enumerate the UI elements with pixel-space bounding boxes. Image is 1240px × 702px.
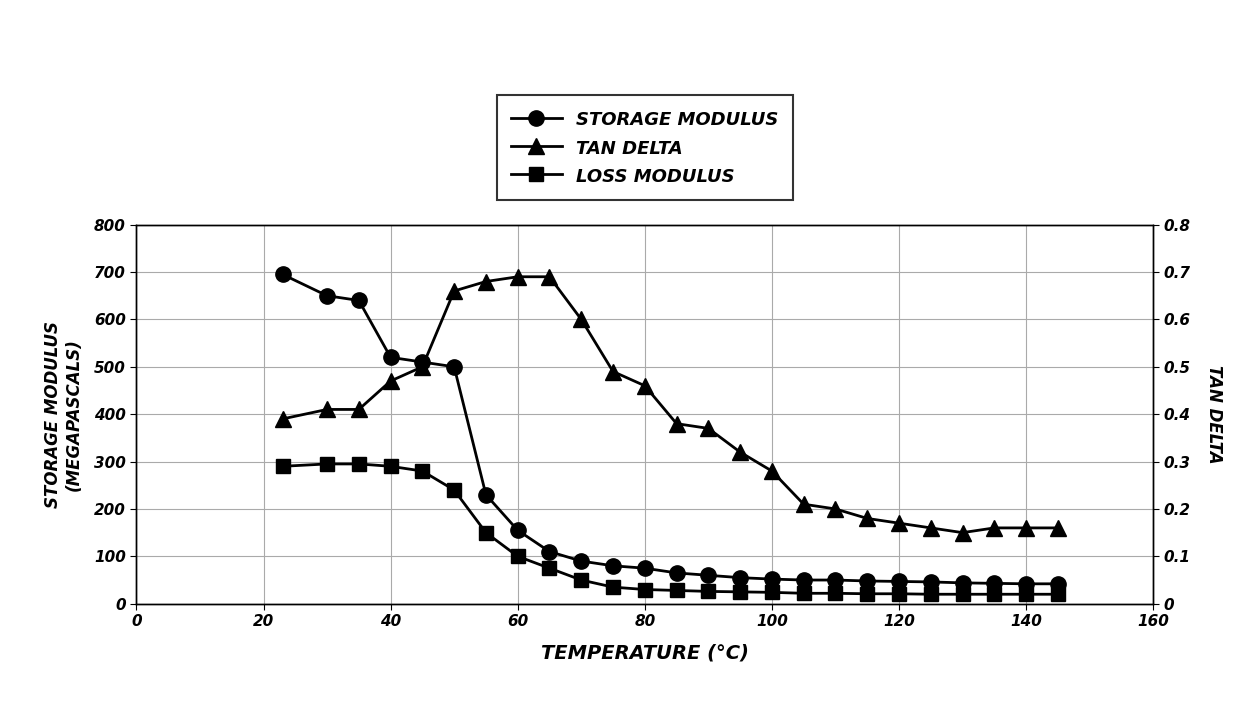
TAN DELTA — [955, 529, 970, 537]
TAN DELTA — [828, 505, 843, 513]
TAN DELTA — [1019, 524, 1034, 532]
STORAGE MODULUS — [511, 526, 526, 534]
TAN DELTA — [670, 419, 684, 428]
STORAGE MODULUS — [828, 576, 843, 584]
Y-axis label: STORAGE MODULUS
(MEGAPASCALS): STORAGE MODULUS (MEGAPASCALS) — [45, 321, 83, 508]
TAN DELTA — [383, 377, 398, 385]
STORAGE MODULUS — [892, 577, 906, 585]
LOSS MODULUS — [605, 583, 620, 591]
TAN DELTA — [275, 415, 290, 423]
STORAGE MODULUS — [859, 577, 874, 585]
STORAGE MODULUS — [701, 571, 715, 580]
TAN DELTA — [511, 272, 526, 281]
LOSS MODULUS — [637, 585, 652, 594]
TAN DELTA — [924, 524, 939, 532]
STORAGE MODULUS — [796, 576, 811, 584]
LOSS MODULUS — [701, 587, 715, 595]
TAN DELTA — [415, 362, 430, 371]
LOSS MODULUS — [542, 564, 557, 572]
LOSS MODULUS — [275, 462, 290, 470]
LOSS MODULUS — [351, 460, 366, 468]
LOSS MODULUS — [987, 590, 1002, 598]
LOSS MODULUS — [479, 529, 494, 537]
TAN DELTA — [574, 315, 589, 324]
STORAGE MODULUS — [764, 575, 779, 583]
LOSS MODULUS — [733, 588, 748, 596]
STORAGE MODULUS — [320, 291, 335, 300]
LOSS MODULUS — [764, 588, 779, 597]
TAN DELTA — [1050, 524, 1065, 532]
LOSS MODULUS — [511, 552, 526, 560]
TAN DELTA — [892, 519, 906, 527]
STORAGE MODULUS — [542, 548, 557, 556]
STORAGE MODULUS — [1050, 580, 1065, 588]
Legend: STORAGE MODULUS, TAN DELTA, LOSS MODULUS: STORAGE MODULUS, TAN DELTA, LOSS MODULUS — [497, 95, 792, 201]
STORAGE MODULUS — [383, 353, 398, 362]
TAN DELTA — [859, 514, 874, 522]
LOSS MODULUS — [446, 486, 461, 494]
TAN DELTA — [542, 272, 557, 281]
STORAGE MODULUS — [415, 358, 430, 366]
STORAGE MODULUS — [670, 569, 684, 577]
LOSS MODULUS — [924, 590, 939, 598]
X-axis label: TEMPERATURE (°C): TEMPERATURE (°C) — [541, 643, 749, 662]
LOSS MODULUS — [1050, 590, 1065, 598]
TAN DELTA — [701, 424, 715, 432]
Line: STORAGE MODULUS: STORAGE MODULUS — [275, 267, 1065, 592]
TAN DELTA — [446, 286, 461, 295]
LOSS MODULUS — [892, 590, 906, 598]
LOSS MODULUS — [574, 576, 589, 584]
STORAGE MODULUS — [987, 579, 1002, 588]
TAN DELTA — [479, 277, 494, 286]
STORAGE MODULUS — [574, 557, 589, 565]
Line: TAN DELTA: TAN DELTA — [274, 268, 1066, 541]
TAN DELTA — [605, 367, 620, 376]
TAN DELTA — [637, 381, 652, 390]
LOSS MODULUS — [415, 467, 430, 475]
STORAGE MODULUS — [955, 578, 970, 587]
STORAGE MODULUS — [924, 578, 939, 586]
STORAGE MODULUS — [479, 491, 494, 499]
TAN DELTA — [733, 448, 748, 456]
LOSS MODULUS — [859, 590, 874, 598]
LOSS MODULUS — [828, 589, 843, 597]
LOSS MODULUS — [383, 462, 398, 470]
LOSS MODULUS — [670, 586, 684, 595]
Line: LOSS MODULUS: LOSS MODULUS — [275, 457, 1065, 601]
STORAGE MODULUS — [351, 296, 366, 305]
Y-axis label: TAN DELTA: TAN DELTA — [1204, 365, 1223, 463]
TAN DELTA — [764, 467, 779, 475]
LOSS MODULUS — [796, 589, 811, 597]
LOSS MODULUS — [320, 460, 335, 468]
TAN DELTA — [320, 405, 335, 413]
TAN DELTA — [351, 405, 366, 413]
STORAGE MODULUS — [446, 362, 461, 371]
LOSS MODULUS — [1019, 590, 1034, 598]
STORAGE MODULUS — [1019, 580, 1034, 588]
STORAGE MODULUS — [605, 562, 620, 570]
LOSS MODULUS — [955, 590, 970, 598]
STORAGE MODULUS — [733, 574, 748, 582]
STORAGE MODULUS — [275, 270, 290, 279]
TAN DELTA — [987, 524, 1002, 532]
TAN DELTA — [796, 500, 811, 508]
STORAGE MODULUS — [637, 564, 652, 572]
